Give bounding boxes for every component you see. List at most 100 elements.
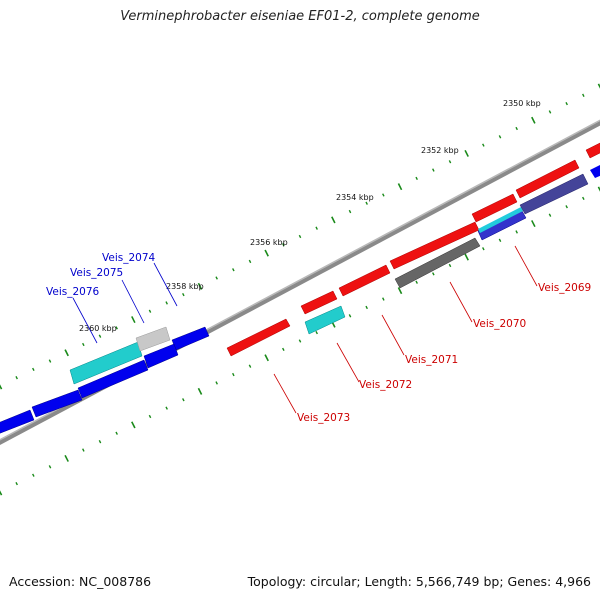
inner-minor-tick [82, 448, 85, 452]
gene-label-veis-2072[interactable]: Veis_2072 [359, 379, 412, 391]
callout-veis-2073 [273, 373, 297, 414]
outer-major-tick [131, 316, 136, 324]
gene-block-veis-2072[interactable] [300, 290, 338, 315]
inner-minor-tick [432, 272, 435, 276]
outer-major-tick [331, 216, 336, 224]
forward-strand-genes [226, 142, 600, 357]
outer-major-tick [0, 384, 3, 390]
inner-minor-tick [382, 297, 385, 301]
gene-label-veis-2070[interactable]: Veis_2070 [473, 318, 526, 330]
genome-title: Verminephrobacter eiseniae EF01-2, compl… [120, 9, 480, 24]
gene-labels: Veis_2074 Veis_2075 Veis_2076 Veis_2069 … [46, 252, 591, 424]
inner-minor-tick [48, 465, 52, 469]
gene-label-veis-2071[interactable]: Veis_2071 [405, 354, 458, 366]
inner-minor-tick [365, 305, 368, 310]
outer-minor-tick [315, 226, 318, 230]
inner-minor-tick [215, 381, 218, 385]
gene-block-reverse-edge[interactable] [590, 164, 600, 178]
outer-minor-tick [448, 160, 452, 164]
gray-gene-block-veis-2075[interactable] [135, 326, 171, 352]
outer-minor-tick [515, 126, 518, 131]
gene-block-veis-2069[interactable] [471, 193, 518, 223]
kbp-label-2360: 2360 kbp [79, 324, 117, 333]
gene-block-reverse-4[interactable] [77, 359, 149, 399]
inner-tick-row [0, 186, 600, 496]
rna-gene-block-veis-2076[interactable] [69, 341, 143, 385]
inner-minor-tick [15, 481, 18, 486]
outer-minor-tick [482, 143, 485, 147]
cyan-stripe-veis-2069[interactable] [478, 207, 523, 233]
gene-label-veis-2076[interactable]: Veis_2076 [46, 286, 100, 298]
gene-block-reverse-3[interactable] [143, 343, 179, 369]
gene-label-veis-2074[interactable]: Veis_2074 [102, 252, 156, 264]
outer-major-tick [597, 83, 600, 89]
outer-minor-tick [215, 276, 218, 280]
outer-minor-tick [115, 326, 118, 330]
pseudo-gene-block-veis-2070[interactable] [394, 237, 481, 289]
gene-block-forward-7[interactable] [585, 142, 600, 159]
inner-minor-tick [498, 238, 502, 242]
gene-label-veis-2073[interactable]: Veis_2073 [297, 412, 350, 424]
inner-minor-tick [415, 280, 418, 284]
inner-major-tick [131, 421, 136, 429]
rna-gene-block-veis-2072[interactable] [304, 305, 346, 335]
callout-veis-2074 [153, 262, 178, 307]
inner-minor-tick [298, 339, 302, 343]
accession-text: Accession: NC_008786 [9, 574, 152, 589]
inner-minor-tick [515, 230, 518, 234]
gene-block-reverse-6[interactable] [0, 409, 35, 434]
lower-right-genes [304, 164, 600, 335]
inner-major-tick [397, 287, 403, 295]
kbp-label-2350: 2350 kbp [503, 99, 541, 108]
inner-minor-tick [348, 314, 352, 318]
callout-veis-2070 [449, 281, 473, 323]
outer-minor-tick [32, 367, 35, 372]
inner-minor-tick [98, 440, 102, 444]
outer-minor-tick [232, 268, 235, 272]
gene-block-veis-2073[interactable] [226, 318, 291, 357]
inner-minor-tick [248, 364, 252, 368]
kbp-label-2352: 2352 kbp [421, 146, 459, 155]
gene-block-veis-2071[interactable] [338, 264, 391, 297]
kbp-label-2356: 2356 kbp [250, 238, 288, 247]
kbp-label-2354: 2354 kbp [336, 193, 374, 202]
outer-minor-tick [565, 101, 568, 106]
outer-minor-tick [348, 209, 352, 214]
outer-tick-row [0, 83, 600, 390]
outer-minor-tick [248, 259, 252, 264]
kbp-label-2358: 2358 kbp [166, 282, 204, 291]
inner-minor-tick [165, 406, 168, 410]
inner-minor-tick [315, 330, 318, 335]
gene-block-reverse-5[interactable] [31, 389, 83, 418]
inner-minor-tick [482, 247, 485, 251]
callout-veis-2071 [381, 314, 405, 356]
inner-minor-tick [582, 196, 585, 201]
callout-veis-2075 [121, 279, 145, 324]
outer-minor-tick [165, 301, 168, 305]
inner-minor-tick [232, 372, 235, 377]
outer-minor-tick [15, 376, 18, 380]
inner-major-tick [264, 354, 269, 362]
gene-label-veis-2075[interactable]: Veis_2075 [70, 267, 123, 279]
inner-minor-tick [448, 263, 452, 268]
gene-block-forward-6[interactable] [515, 159, 580, 199]
outer-major-tick [264, 249, 269, 257]
inner-minor-tick [282, 347, 285, 352]
inner-minor-tick [32, 473, 35, 477]
inner-major-tick [597, 186, 600, 192]
inner-minor-tick [182, 398, 185, 402]
gene-block-reverse-right[interactable] [519, 173, 589, 215]
outer-minor-tick [365, 201, 368, 205]
outer-minor-tick [298, 234, 302, 239]
kbp-labels: 2350 kbp 2352 kbp 2354 kbp 2356 kbp 2358… [79, 99, 541, 333]
gene-block-veis-2074[interactable] [171, 326, 210, 351]
genome-summary-text: Topology: circular; Length: 5,566,749 bp… [247, 574, 591, 589]
outer-minor-tick [548, 110, 552, 114]
inner-major-tick [197, 387, 203, 395]
outer-minor-tick [415, 176, 418, 181]
inner-major-tick [464, 253, 469, 261]
inner-major-tick [531, 220, 536, 228]
outer-major-tick [531, 116, 536, 124]
outer-minor-tick [432, 168, 435, 172]
gene-label-veis-2069[interactable]: Veis_2069 [538, 282, 591, 294]
